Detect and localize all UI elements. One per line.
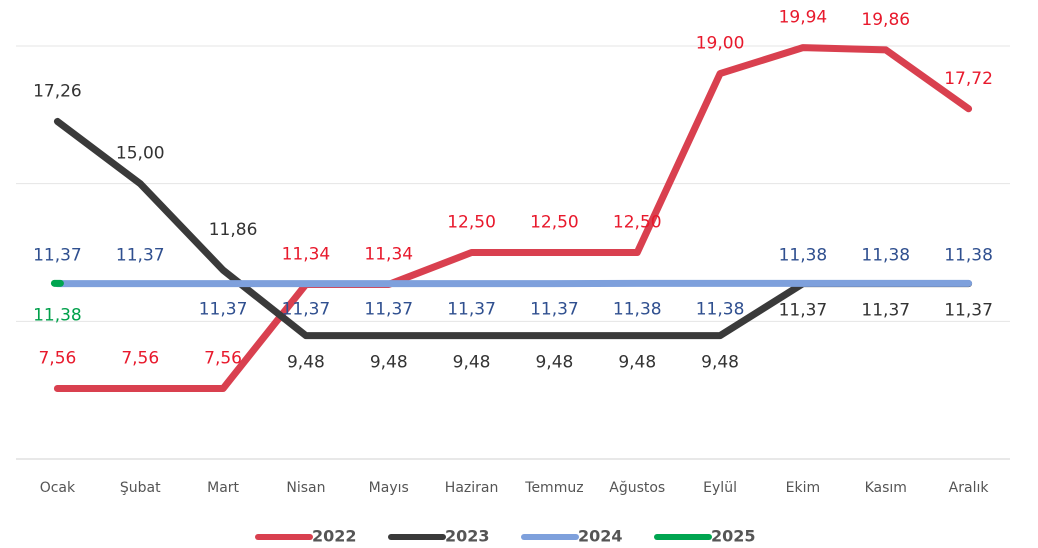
data-label: 12,50 [613, 213, 662, 233]
data-label: 19,00 [696, 34, 745, 54]
data-label: 11,34 [282, 244, 331, 264]
x-tick-label: Mart [207, 480, 239, 496]
data-label: 9,48 [453, 353, 491, 373]
data-label: 19,86 [861, 10, 910, 30]
data-label: 11,86 [209, 220, 258, 240]
x-tick-label: Aralık [949, 480, 990, 496]
x-tick-label: Ocak [40, 480, 76, 496]
legend-label: 2025 [711, 527, 756, 546]
data-label: 11,37 [364, 300, 413, 320]
x-tick-label: Ağustos [609, 480, 665, 496]
x-tick-label: Temmuz [524, 480, 583, 496]
data-label: 12,50 [530, 213, 579, 233]
data-label: 11,38 [779, 245, 828, 265]
data-label: 9,48 [370, 353, 408, 373]
data-label: 11,34 [364, 244, 413, 264]
x-tick-label: Kasım [865, 480, 907, 496]
x-tick-label: Mayıs [369, 480, 409, 496]
data-label: 11,38 [33, 305, 82, 325]
data-label: 7,56 [38, 349, 76, 369]
legend-label: 2023 [445, 527, 490, 546]
data-label: 11,37 [116, 246, 165, 266]
data-label: 11,37 [199, 300, 248, 320]
data-label: 11,38 [613, 299, 662, 319]
x-tick-label: Ekim [786, 480, 820, 496]
data-label: 11,38 [696, 299, 745, 319]
data-label: 7,56 [121, 349, 159, 369]
data-label: 11,37 [530, 300, 579, 320]
legend-label: 2022 [312, 527, 357, 546]
data-label: 11,37 [447, 300, 496, 320]
data-label: 7,56 [204, 349, 242, 369]
data-label: 11,37 [944, 301, 993, 321]
data-label: 9,48 [287, 353, 325, 373]
data-label: 17,26 [33, 81, 82, 101]
data-label: 11,37 [282, 300, 331, 320]
data-label: 11,37 [861, 301, 910, 321]
data-label: 11,38 [861, 245, 910, 265]
data-label: 19,94 [779, 8, 828, 28]
data-label: 15,00 [116, 144, 165, 164]
data-label: 11,38 [944, 245, 993, 265]
legend-label: 2024 [578, 527, 623, 546]
x-tick-label: Nisan [286, 480, 325, 496]
series-line [53, 44, 973, 393]
data-label: 9,48 [701, 353, 739, 373]
data-label: 11,37 [779, 301, 828, 321]
series-line [53, 117, 973, 340]
data-label: 12,50 [447, 213, 496, 233]
data-label: 11,37 [33, 246, 82, 266]
data-label: 17,72 [944, 69, 993, 89]
data-label: 9,48 [535, 353, 573, 373]
x-tick-label: Haziran [445, 480, 499, 496]
data-label: 9,48 [618, 353, 656, 373]
x-tick-label: Şubat [120, 480, 161, 496]
x-tick-label: Eylül [703, 480, 737, 496]
